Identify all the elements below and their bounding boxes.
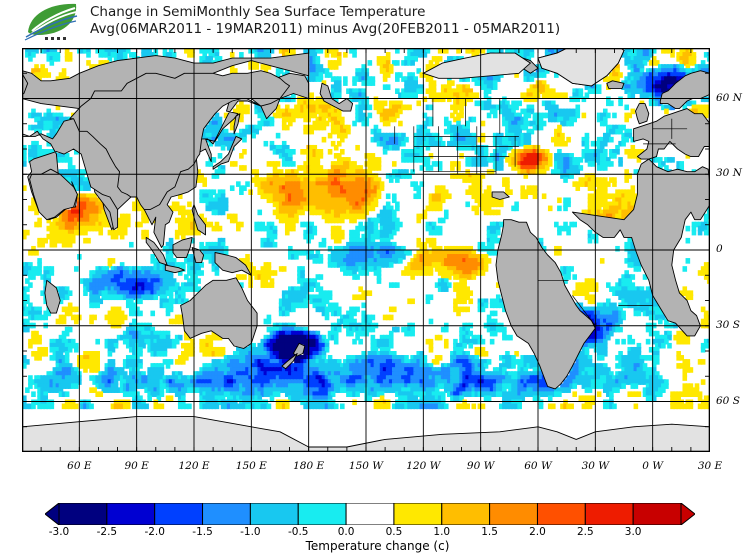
green-leaf-logo — [24, 2, 86, 42]
x-axis-label-3: 150 E — [235, 460, 267, 472]
landmass-newguinea — [214, 252, 252, 276]
map-plot-area — [22, 48, 710, 452]
colorbar-segment-2 — [154, 503, 204, 525]
title-line-2: Avg(06MAR2011 - 19MAR2011) minus Avg(20F… — [90, 21, 561, 37]
x-axis-label-11: 30 E — [697, 460, 723, 472]
landmass-scandinavia — [22, 72, 29, 95]
landmass-britain — [635, 103, 650, 125]
x-axis-label-7: 90 W — [466, 460, 495, 472]
x-axis-label-8: 60 W — [524, 460, 552, 472]
colorbar-tick-12: 3.0 — [624, 526, 642, 538]
leaf-shape — [24, 3, 78, 41]
colorbar — [45, 503, 695, 525]
x-axis-label-5: 150 W — [348, 460, 384, 472]
colorbar-tick-2: -2.0 — [144, 526, 165, 538]
admin-boundary — [572, 295, 596, 327]
landmass-iceland — [606, 80, 625, 89]
colorbar-segment-3 — [202, 503, 251, 525]
landmass-cuba — [491, 191, 510, 200]
ice-n_canada — [422, 52, 532, 79]
x-axis-label-2: 120 E — [178, 460, 210, 472]
y-axis-label-4: 60 S — [716, 394, 740, 407]
landmass-arabia — [29, 168, 78, 221]
landmass-sumatra — [145, 236, 168, 266]
landmass-borneo — [172, 236, 193, 259]
ice-greenland_ice — [537, 48, 625, 87]
colorbar-segment-5 — [297, 503, 347, 525]
figure-title: Change in SemiMonthly Sea Surface Temper… — [90, 4, 690, 38]
colorbar-tick-7: 0.5 — [385, 526, 403, 538]
colorbar-segment-7 — [393, 503, 443, 525]
colorbar-segment-8 — [441, 503, 491, 525]
colorbar-tick-1: -2.5 — [96, 526, 118, 538]
landmass-alaska_w — [319, 82, 354, 112]
graticule-layer — [22, 48, 710, 452]
colorbar-segment-0 — [58, 503, 108, 525]
colorbar-tick-4: -1.0 — [240, 526, 261, 538]
map-frame — [22, 48, 710, 452]
colorbar-tick-6: 0.0 — [337, 526, 355, 538]
colorbar-tick-10: 2.0 — [529, 526, 546, 538]
landmass-madagascar — [44, 279, 61, 314]
landmass-newzealand_s — [281, 353, 298, 370]
title-line-1: Change in SemiMonthly Sea Surface Temper… — [90, 4, 426, 20]
colorbar-tick-9: 1.5 — [481, 526, 498, 538]
colorbar-segment-12 — [632, 503, 682, 525]
x-axis-label-4: 180 E — [293, 460, 325, 472]
colorbar-extend-low — [45, 503, 60, 525]
colorbar-tick-11: 2.5 — [576, 526, 594, 538]
colorbar-title: Temperature change (c) — [305, 539, 450, 553]
x-axis-label-1: 90 E — [124, 460, 149, 472]
y-axis-label-2: 0 — [716, 243, 723, 255]
x-axis-label-9: 30 W — [581, 460, 610, 472]
colorbar-segment-4 — [249, 503, 299, 525]
world-sst-anomaly-map — [22, 48, 710, 452]
y-axis-label-3: 30 S — [716, 318, 740, 331]
landmass-java — [164, 264, 185, 274]
landmass-japan — [212, 135, 243, 170]
landmass-india — [94, 188, 119, 231]
colorbar-segment-1 — [106, 503, 156, 525]
colorbar-segment-11 — [584, 503, 634, 525]
x-axis-label-6: 120 W — [406, 460, 441, 472]
colorbar-tick-8: 1.0 — [433, 526, 451, 538]
x-axis-label-10: 0 W — [642, 460, 664, 472]
landmass-scandinavia — [659, 70, 710, 110]
landmass-sakhalin — [233, 113, 241, 135]
landmass-samerica — [495, 219, 596, 390]
anomaly-raster-layer — [22, 48, 710, 410]
colorbar-segment-6 — [345, 503, 395, 525]
x-axis-label-0: 60 E — [67, 460, 92, 472]
colorbar-segment-10 — [536, 503, 586, 525]
colorbar-tick-labels: -3.0 -2.5 -2.0 -1.5 -1.0 -0.5 0.0 0.5 1.0 1.5 2.0 2… — [0, 526, 755, 540]
y-axis-label-0: 60 N — [716, 91, 742, 104]
landmass-philippines — [191, 204, 206, 236]
colorbar-extend-high — [680, 503, 695, 525]
colorbar-tick-0: -3.0 — [48, 526, 70, 538]
colorbar-segment-9 — [489, 503, 538, 525]
colorbar-tick-5: -0.5 — [287, 526, 309, 538]
y-axis-label-1: 30 N — [716, 167, 742, 180]
logo-subtext — [45, 37, 66, 40]
colorbar-tick-3: -1.5 — [192, 526, 213, 538]
